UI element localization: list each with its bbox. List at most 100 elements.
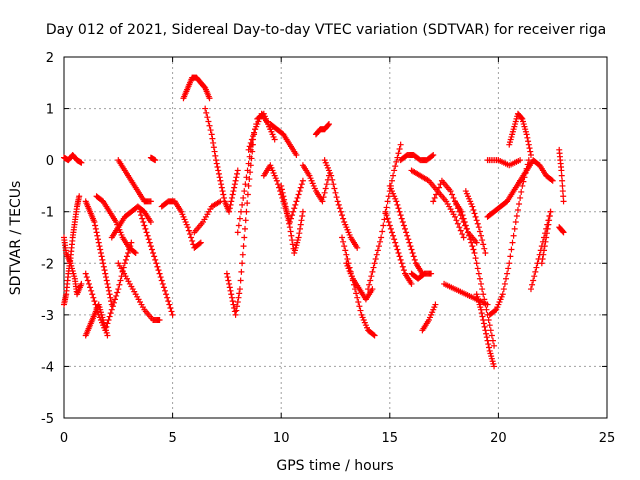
series-s34	[408, 167, 467, 241]
data-point	[527, 151, 534, 158]
data-point	[83, 274, 90, 281]
data-point	[213, 157, 220, 164]
x-tick-label: 0	[60, 431, 68, 446]
data-point	[459, 212, 466, 219]
data-point	[148, 246, 155, 253]
data-point	[473, 260, 480, 267]
data-point	[382, 208, 389, 215]
data-point	[372, 255, 379, 262]
data-point	[93, 304, 100, 311]
data-point	[96, 243, 103, 250]
data-point	[227, 201, 234, 208]
data-point	[370, 331, 377, 338]
data-point	[559, 177, 566, 184]
series-s14	[180, 74, 213, 102]
data-point	[356, 303, 363, 310]
data-point	[206, 122, 213, 129]
data-point	[476, 275, 483, 282]
data-point	[340, 238, 347, 245]
data-point	[216, 174, 223, 181]
data-point	[108, 306, 115, 313]
data-point	[105, 317, 112, 324]
data-point	[166, 301, 173, 308]
data-point	[244, 191, 251, 198]
data-point	[113, 292, 120, 299]
data-point	[430, 151, 437, 158]
data-point	[523, 131, 530, 138]
data-point	[102, 270, 109, 277]
data-point	[243, 208, 250, 215]
data-point	[539, 255, 546, 262]
data-point	[472, 255, 479, 262]
data-point	[278, 182, 285, 189]
data-point	[140, 219, 147, 226]
series-s38	[441, 280, 491, 308]
data-point	[145, 236, 152, 243]
data-point	[153, 260, 160, 267]
series-s39	[462, 188, 489, 256]
data-point	[433, 191, 440, 198]
data-point	[436, 184, 443, 191]
data-point	[283, 206, 290, 213]
data-point	[394, 201, 401, 208]
data-point	[501, 280, 508, 287]
data-point	[112, 296, 119, 303]
series-s36	[451, 198, 498, 349]
data-point	[478, 306, 485, 313]
data-point	[325, 121, 332, 128]
data-point	[395, 249, 402, 256]
data-point	[343, 251, 350, 258]
data-point	[469, 243, 476, 250]
data-point	[109, 303, 116, 310]
data-point	[517, 194, 524, 201]
data-point	[242, 181, 249, 188]
data-point	[141, 222, 148, 229]
data-point	[242, 225, 248, 232]
data-point	[366, 281, 373, 288]
data-point	[410, 253, 417, 260]
series-s3	[61, 234, 85, 298]
data-point	[241, 234, 248, 241]
data-point	[471, 249, 478, 256]
data-point	[78, 159, 85, 166]
data-point	[285, 217, 292, 224]
y-tick-label: 2	[46, 51, 54, 66]
data-point	[407, 243, 414, 250]
data-point	[331, 185, 338, 192]
data-point	[185, 227, 192, 234]
data-point	[278, 186, 285, 193]
data-point	[484, 337, 491, 344]
series-s46	[538, 208, 554, 267]
data-point	[299, 177, 306, 184]
data-point	[95, 236, 102, 243]
data-point	[295, 234, 302, 241]
data-point	[289, 237, 296, 244]
data-point	[240, 194, 247, 201]
data-point	[106, 313, 113, 320]
data-point	[390, 232, 397, 239]
data-point	[231, 181, 238, 188]
data-point	[226, 208, 233, 215]
data-point	[249, 133, 256, 140]
data-point	[167, 304, 174, 311]
series-s29	[382, 208, 415, 287]
data-point	[560, 229, 567, 236]
data-point	[368, 273, 375, 280]
data-point	[355, 298, 362, 305]
data-point	[380, 222, 387, 229]
data-point	[397, 141, 404, 148]
series-s10	[108, 203, 154, 241]
data-point	[404, 232, 411, 239]
data-point	[475, 270, 482, 277]
data-point	[228, 294, 235, 301]
data-point	[322, 185, 329, 192]
data-point	[107, 310, 114, 317]
data-point	[100, 263, 107, 270]
data-point	[503, 275, 510, 282]
data-point	[479, 313, 486, 320]
data-point	[492, 307, 499, 314]
data-point	[507, 253, 514, 260]
data-point	[480, 291, 487, 298]
data-point	[483, 306, 490, 313]
data-point	[480, 320, 487, 327]
